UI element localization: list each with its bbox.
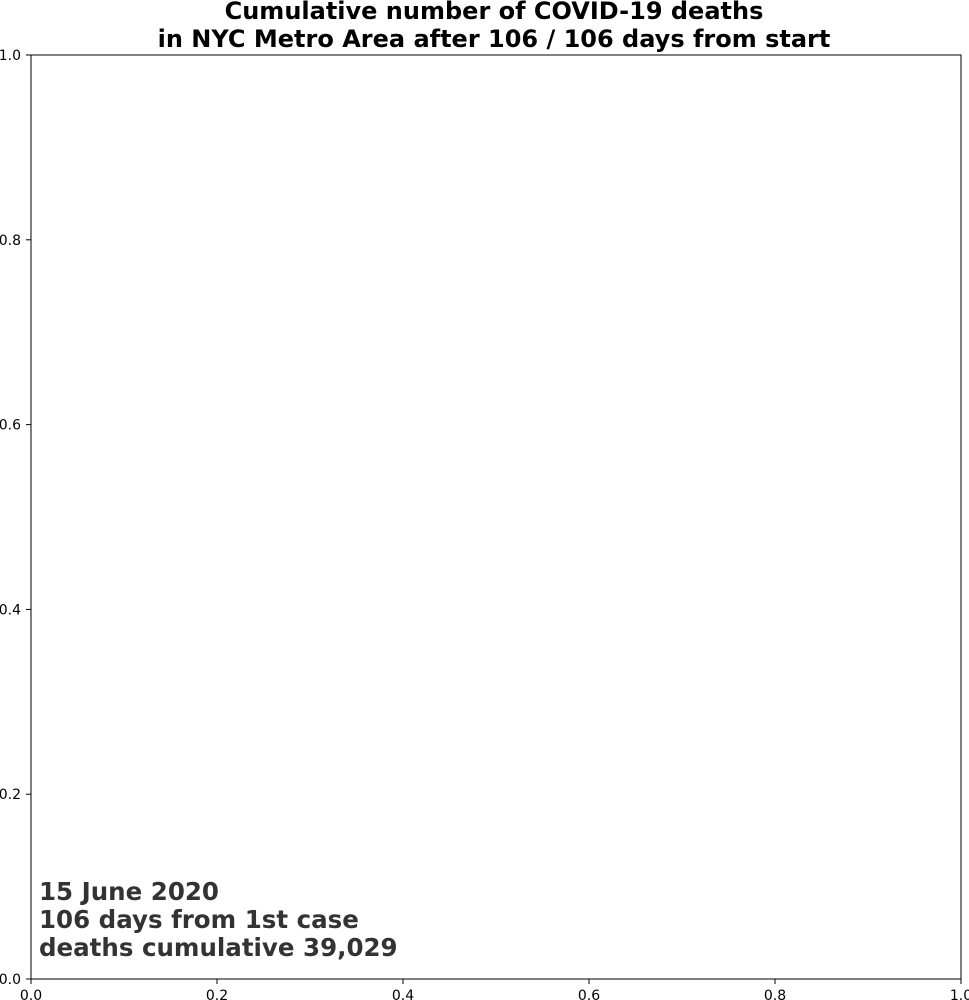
- y-tick-label: 1.0: [0, 48, 21, 64]
- x-tick-label: 0.6: [578, 988, 600, 1000]
- x-axis: 0.0 0.2 0.4 0.6 0.8 1.0: [20, 979, 969, 1000]
- plot-area-frame: [30, 54, 962, 980]
- chart-title: Cumulative number of COVID-19 deaths: [225, 0, 764, 25]
- y-tick-label: 0.2: [0, 787, 21, 803]
- y-tick-label: 0.4: [0, 602, 21, 618]
- y-tick-label: 0.6: [0, 418, 21, 434]
- annotation-deaths: deaths cumulative 39,029: [39, 933, 398, 962]
- y-tick-label: 0.8: [0, 233, 21, 249]
- y-axis: 0.0 0.2 0.4 0.6 0.8 1.0: [0, 48, 31, 988]
- chart-subtitle: in NYC Metro Area after 106 / 106 days f…: [158, 25, 831, 53]
- x-tick-label: 1.0: [950, 988, 969, 1000]
- annotation-date: 15 June 2020: [39, 877, 219, 906]
- x-tick-label: 0.8: [764, 988, 786, 1000]
- x-tick-label: 0.2: [206, 988, 228, 1000]
- x-tick-label: 0.0: [20, 988, 42, 1000]
- annotation-days: 106 days from 1st case: [39, 905, 359, 934]
- x-tick-label: 0.4: [392, 988, 414, 1000]
- y-tick-label: 0.0: [0, 972, 21, 988]
